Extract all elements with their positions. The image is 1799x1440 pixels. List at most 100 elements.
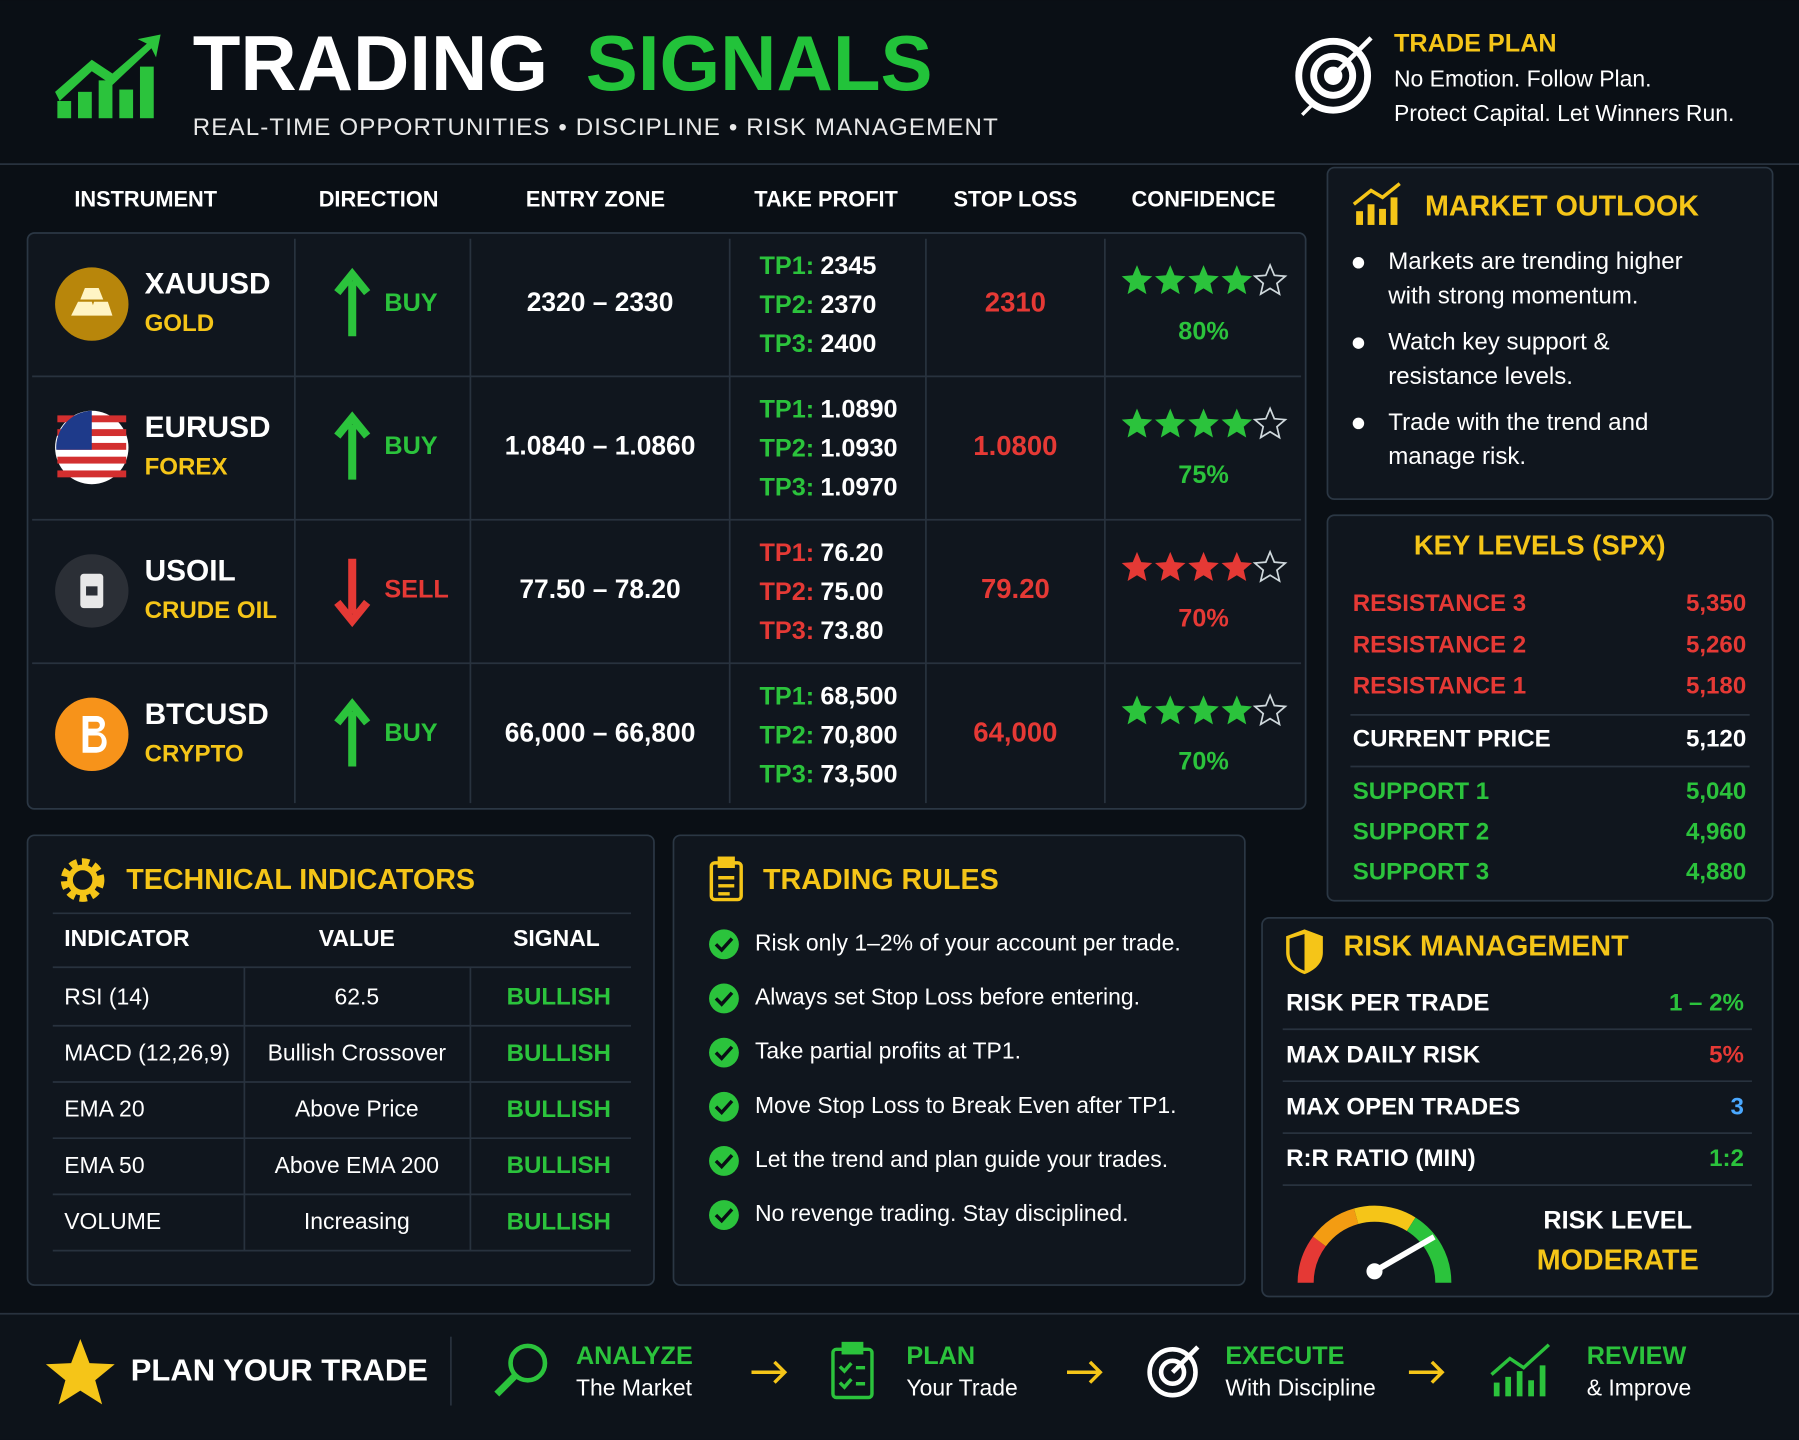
indicator-header: VALUE <box>319 925 395 951</box>
logo <box>55 34 161 119</box>
check-mark <box>714 991 734 1007</box>
outlook-text: Watch key support & <box>1388 328 1609 355</box>
tp-label: TP1: <box>760 252 815 280</box>
tp-label: TP1: <box>760 395 815 423</box>
check-icon <box>709 983 739 1014</box>
star-filled <box>1121 408 1153 438</box>
market: CRYPTO <box>145 740 244 767</box>
risk-label: MAX DAILY RISK <box>1286 1041 1481 1068</box>
step-subtitle: & Improve <box>1587 1375 1692 1401</box>
indicator-signal: BULLISH <box>507 1152 611 1179</box>
flag-stripe <box>57 470 127 478</box>
risk-level-value: MODERATE <box>1537 1245 1699 1277</box>
rule: Always set Stop Loss before entering. <box>755 984 1140 1010</box>
level-value: 4,960 <box>1686 818 1746 845</box>
indicator-header: SIGNAL <box>513 925 600 951</box>
indicator-name: MACD (12,26,9) <box>64 1040 230 1066</box>
indicator-signal: BULLISH <box>507 1208 611 1235</box>
check-mark <box>714 1154 734 1170</box>
outlook-text: with strong momentum. <box>1387 283 1638 310</box>
star-filled <box>1121 551 1153 581</box>
step-title: REVIEW <box>1587 1342 1687 1370</box>
column-header: TAKE PROFIT <box>754 187 898 212</box>
tp-label: TP1: <box>760 682 815 710</box>
stop-loss: 1.0800 <box>973 430 1057 461</box>
tp-value: 68,500 <box>820 682 897 710</box>
risk-value: 1:2 <box>1709 1145 1744 1172</box>
symbol: XAUUSD <box>145 268 271 301</box>
column-header: DIRECTION <box>319 187 439 212</box>
tp-value: 73.80 <box>820 617 883 645</box>
star-filled <box>1188 265 1219 295</box>
flag-stripe <box>57 429 127 437</box>
levels-panel <box>1326 514 1774 902</box>
tp-value: 73,500 <box>820 760 897 788</box>
risk-panel <box>1261 917 1774 1298</box>
trade-plan-line: No Emotion. Follow Plan. <box>1394 65 1652 91</box>
rules-panel <box>672 834 1246 1286</box>
tp-label: TP2: <box>760 578 815 606</box>
oil-label <box>86 586 98 596</box>
direction: BUY <box>384 719 437 747</box>
tp-label: TP3: <box>760 330 815 358</box>
indicator-value: Increasing <box>304 1208 410 1234</box>
tp-value: 1.0970 <box>820 473 897 501</box>
title: TRADING SIGNALS <box>193 19 933 107</box>
direction-arrow <box>334 558 371 628</box>
star-filled <box>1221 695 1253 725</box>
shield-icon-shade <box>1289 933 1305 971</box>
direction: BUY <box>384 289 437 317</box>
check-icon <box>709 1091 739 1122</box>
entry-zone: 2320 – 2330 <box>527 287 674 317</box>
indicator-name: EMA 50 <box>64 1152 144 1178</box>
plan-icon <box>831 1341 874 1400</box>
entry-zone: 77.50 – 78.20 <box>519 574 680 604</box>
trade-plan-title: TRADE PLAN <box>1394 29 1557 57</box>
tp-value: 2370 <box>820 291 876 319</box>
subtitle: REAL-TIME OPPORTUNITIES • DISCIPLINE • R… <box>193 114 999 141</box>
flow-arrows <box>751 1360 1445 1384</box>
target-icon <box>1295 36 1373 117</box>
check-icon <box>709 1146 739 1176</box>
rule: No revenge trading. Stay disciplined. <box>755 1200 1129 1226</box>
entry-zone: 66,000 – 66,800 <box>505 717 696 747</box>
column-header: INSTRUMENT <box>74 187 217 212</box>
tp-label: TP3: <box>760 617 815 645</box>
tp-label: TP2: <box>760 291 815 319</box>
level-label: SUPPORT 2 <box>1353 818 1489 845</box>
indicator-value: Bullish Crossover <box>268 1040 447 1066</box>
indicator-name: RSI (14) <box>64 983 149 1009</box>
footer-title: PLAN YOUR TRADE <box>131 1352 428 1387</box>
indicator-signal: BULLISH <box>507 984 611 1011</box>
confidence: 70% <box>1178 604 1229 632</box>
check-mark <box>714 1208 734 1224</box>
check-mark <box>714 937 734 953</box>
column-header: CONFIDENCE <box>1132 187 1276 212</box>
rule: Move Stop Loss to Break Even after TP1. <box>755 1092 1177 1118</box>
market: GOLD <box>145 310 215 337</box>
direction: SELL <box>384 576 448 604</box>
check-mark <box>714 1045 734 1061</box>
flag-stripe <box>57 415 127 423</box>
tp-label: TP2: <box>760 721 815 749</box>
title-part: TRADING <box>193 19 548 107</box>
rules-title: TRADING RULES <box>763 864 999 896</box>
bullet <box>1352 337 1365 349</box>
level-label: SUPPORT 1 <box>1353 778 1489 805</box>
star-icon <box>45 1338 115 1405</box>
tp-label: TP1: <box>760 539 815 567</box>
bullet <box>1352 257 1365 269</box>
tp-value: 2345 <box>820 252 876 280</box>
level-label: RESISTANCE 2 <box>1353 631 1526 658</box>
star-empty <box>1252 549 1288 583</box>
indicator-value: Above EMA 200 <box>275 1152 440 1178</box>
tp-label: TP2: <box>760 434 815 462</box>
indicator-name: VOLUME <box>64 1208 161 1234</box>
indicator-value: 62.5 <box>334 983 379 1009</box>
risk-level-label: RISK LEVEL <box>1543 1207 1692 1235</box>
tp-value: 1.0930 <box>820 434 897 462</box>
star-empty <box>1252 693 1288 727</box>
level-label: RESISTANCE 1 <box>1353 673 1526 700</box>
rule: Take partial profits at TP1. <box>755 1038 1021 1064</box>
